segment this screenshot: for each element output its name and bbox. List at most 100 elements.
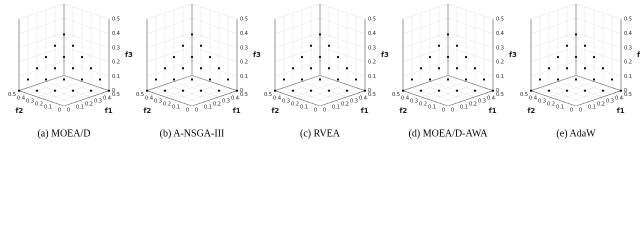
- point: [291, 67, 295, 70]
- point: [107, 89, 111, 92]
- grid-line: [191, 60, 238, 77]
- point: [163, 67, 167, 70]
- grid-line: [575, 3, 622, 20]
- z-tick-label: 0: [368, 88, 371, 94]
- z-axis-label: f3: [637, 51, 640, 59]
- point: [345, 89, 349, 92]
- point: [583, 67, 587, 70]
- grid-line: [438, 78, 485, 94]
- x-axis-label: f1: [233, 107, 241, 115]
- axis-line: [18, 90, 65, 107]
- point: [547, 67, 551, 70]
- axis-line: [274, 90, 321, 107]
- z-tick-label: 0.2: [368, 60, 376, 66]
- point: [437, 44, 441, 47]
- z-tick-label: 0.3: [368, 45, 376, 51]
- z-tick-label: 0.5: [112, 17, 120, 23]
- point: [327, 89, 331, 92]
- grid-line: [155, 78, 202, 94]
- x-tick-label: 0.3: [478, 98, 486, 104]
- grid-line: [429, 84, 476, 101]
- axis-line: [530, 90, 577, 107]
- point: [437, 67, 441, 70]
- grid-line: [402, 32, 449, 48]
- grid-line: [27, 78, 74, 94]
- grid-line: [191, 18, 238, 34]
- point: [190, 55, 194, 59]
- x-tick-label: 0.1: [76, 104, 84, 110]
- z-tick-label: 0.5: [368, 17, 376, 23]
- y-tick-label: 0.5: [520, 92, 528, 98]
- y-axis-label: f2: [271, 107, 279, 115]
- z-tick-label: 0.1: [624, 74, 632, 80]
- point: [89, 89, 93, 92]
- y-tick-label: 0.3: [282, 98, 290, 104]
- point: [190, 78, 194, 81]
- point: [190, 33, 194, 36]
- grid-line: [146, 18, 193, 34]
- z-tick-label: 0.1: [368, 74, 376, 80]
- x-tick-label: 0.1: [332, 104, 340, 110]
- point: [318, 55, 322, 59]
- grid-line: [146, 3, 193, 20]
- y-tick-label: 0.3: [26, 98, 34, 104]
- point: [163, 89, 167, 92]
- caption: (e) AdaW: [556, 128, 596, 139]
- grid-line: [548, 84, 595, 101]
- caption: (b) A-NSGA-III: [160, 128, 225, 139]
- grid-line: [447, 32, 494, 48]
- point: [336, 78, 340, 81]
- x-tick-label: 0: [195, 108, 198, 114]
- y-tick-label: 0.2: [291, 101, 299, 107]
- grid-line: [173, 81, 220, 98]
- grid-line: [319, 18, 366, 34]
- x-axis-label: f1: [617, 107, 625, 115]
- z-tick-label: 0.3: [240, 45, 248, 51]
- point: [145, 89, 149, 92]
- point: [601, 89, 605, 92]
- grid-line: [548, 81, 595, 98]
- y-tick-label: 0: [58, 108, 61, 114]
- axis-line: [146, 75, 193, 91]
- grid-line: [182, 78, 229, 94]
- point: [300, 78, 304, 81]
- x-tick-label: 0: [579, 108, 582, 114]
- grid-line: [54, 78, 101, 94]
- x-tick-label: 0.1: [460, 104, 468, 110]
- point: [80, 78, 84, 81]
- grid-line: [420, 84, 467, 101]
- point: [300, 55, 304, 59]
- x-tick-label: 0.4: [615, 95, 623, 101]
- y-axis-label: f2: [15, 107, 23, 115]
- grid-line: [36, 84, 83, 101]
- x-tick-label: 0.5: [368, 92, 376, 98]
- grid-line: [319, 46, 366, 63]
- axis-line: [319, 90, 366, 107]
- grid-line: [447, 60, 494, 77]
- point: [565, 67, 569, 70]
- grid-line: [18, 32, 65, 48]
- grid-line: [411, 78, 458, 94]
- point: [80, 55, 84, 59]
- grid-line: [283, 78, 330, 94]
- point: [89, 67, 93, 70]
- point: [410, 78, 414, 81]
- grid-line: [566, 78, 613, 94]
- x-tick-label: 0: [67, 108, 70, 114]
- point: [172, 78, 176, 81]
- grid-line: [63, 18, 110, 34]
- grid-line: [45, 84, 92, 101]
- point: [583, 44, 587, 47]
- z-tick-label: 0: [624, 88, 627, 94]
- point: [17, 89, 21, 92]
- y-tick-label: 0.4: [529, 95, 537, 101]
- point: [592, 78, 596, 81]
- z-tick-label: 0.5: [496, 17, 504, 23]
- point: [309, 67, 313, 70]
- point: [556, 78, 560, 81]
- axis-line: [402, 75, 449, 91]
- point: [574, 78, 578, 81]
- point: [464, 55, 468, 59]
- x-tick-label: 0: [451, 108, 454, 114]
- point: [53, 67, 57, 70]
